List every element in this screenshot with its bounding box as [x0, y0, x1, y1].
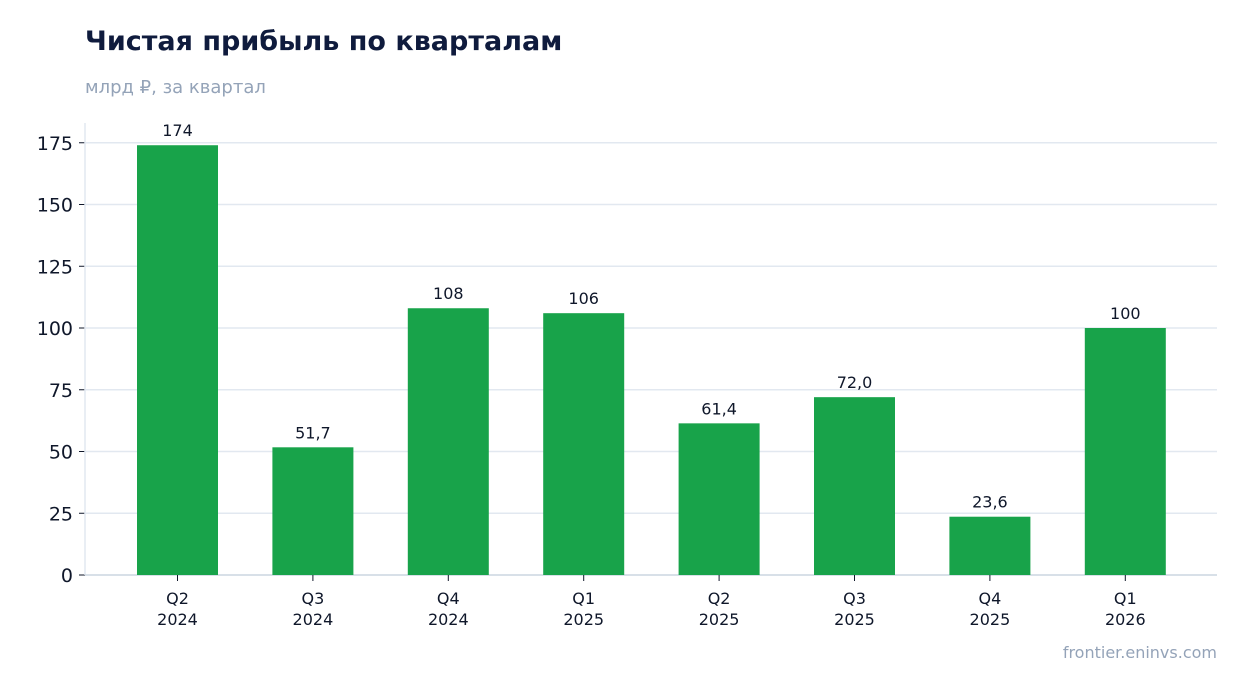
gridlines — [85, 142, 1217, 515]
data-labels: 174 51,7 108 106 61,4 72,0 23,6 100 — [162, 121, 1140, 511]
data-label: 100 — [1110, 304, 1141, 323]
y-tick-label: 50 — [49, 442, 73, 464]
y-tick-label: 100 — [37, 318, 73, 340]
data-label: 72,0 — [837, 373, 873, 392]
x-tick-label-year: 2025 — [563, 610, 604, 629]
data-label: 61,4 — [701, 399, 737, 418]
data-label: 108 — [433, 284, 464, 303]
bar — [678, 423, 760, 575]
bar — [137, 145, 218, 576]
chart-title: Чистая прибыль по кварталам — [85, 26, 563, 57]
bar — [1084, 328, 1166, 575]
data-label: 106 — [568, 289, 599, 308]
x-tick-label-year: 2025 — [699, 610, 740, 629]
x-tick-label-year: 2025 — [834, 610, 875, 629]
y-tick-label: 150 — [37, 195, 73, 217]
y-tick-label: 125 — [37, 256, 73, 278]
x-tick-label-year: 2025 — [970, 610, 1011, 629]
bar — [272, 447, 354, 575]
x-tick-label-year: 2024 — [428, 610, 469, 629]
x-tick-label-quarter: Q4 — [979, 589, 1002, 608]
data-label: 51,7 — [295, 423, 331, 442]
axes: 0 25 50 75 100 125 150 175 Q2 2024 Q3 2024 Q4 2024 Q1 2… — [37, 123, 1217, 629]
x-tick-label-year: 2026 — [1105, 610, 1146, 629]
x-tick-label-quarter: Q3 — [843, 589, 866, 608]
y-tick-label: 175 — [37, 133, 73, 155]
source-credit: frontier.eninvs.com — [1062, 643, 1217, 662]
x-tick-label-quarter: Q2 — [166, 589, 189, 608]
bar — [814, 397, 895, 575]
x-tick-label-quarter: Q4 — [437, 589, 460, 608]
x-tick-label-quarter: Q2 — [708, 589, 731, 608]
bars — [137, 145, 1166, 576]
chart-subtitle: млрд ₽, за квартал — [85, 77, 266, 98]
x-tick-label-quarter: Q3 — [302, 589, 325, 608]
bar — [949, 516, 1031, 575]
bar — [543, 313, 625, 575]
x-tick-label-year: 2024 — [157, 610, 198, 629]
x-tick-label-quarter: Q1 — [1114, 589, 1137, 608]
y-tick-label: 0 — [61, 565, 73, 587]
data-label: 174 — [162, 121, 193, 140]
y-tick-label: 75 — [49, 380, 73, 402]
bar — [407, 308, 489, 575]
data-label: 23,6 — [972, 493, 1008, 512]
x-tick-label-year: 2024 — [293, 610, 334, 629]
x-tick-label-quarter: Q1 — [572, 589, 595, 608]
y-tick-label: 25 — [49, 503, 73, 525]
